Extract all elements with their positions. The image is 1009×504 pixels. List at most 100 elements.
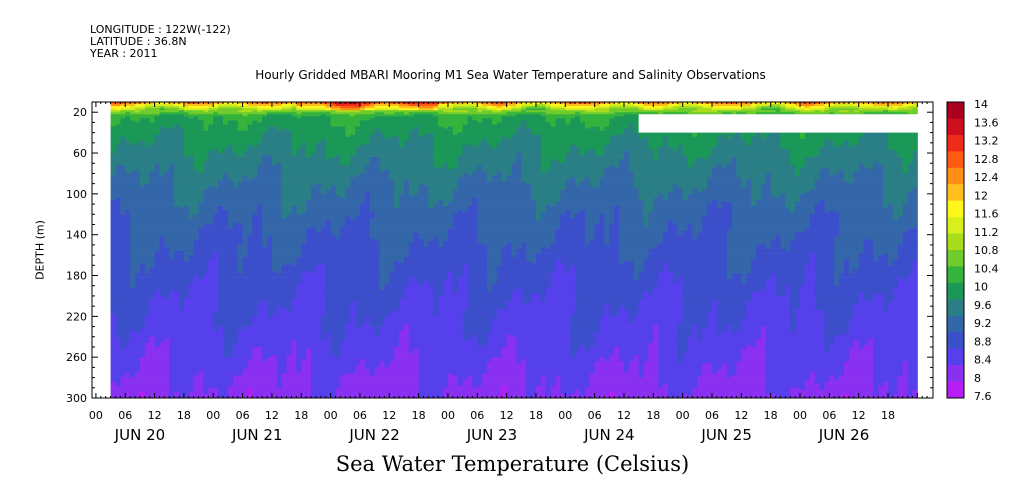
heatmap-cell	[228, 331, 233, 333]
heatmap-cell	[213, 147, 218, 149]
heatmap-cell	[174, 282, 179, 284]
heatmap-cell	[120, 153, 125, 155]
heatmap-cell	[140, 359, 145, 361]
heatmap-cell	[238, 355, 243, 357]
heatmap-cell	[267, 271, 272, 273]
heatmap-cell	[199, 292, 204, 294]
heatmap-cell	[160, 237, 165, 239]
heatmap-cell	[267, 216, 272, 218]
heatmap-cell	[179, 202, 184, 204]
heatmap-cell	[160, 133, 165, 135]
heatmap-cell	[252, 335, 257, 337]
heatmap-cell	[228, 394, 233, 396]
heatmap-cell	[169, 341, 174, 343]
heatmap-cell	[140, 320, 145, 322]
heatmap-cell	[204, 167, 209, 169]
heatmap-cell	[243, 212, 248, 214]
heatmap-cell	[174, 163, 179, 165]
heatmap-cell	[184, 188, 189, 190]
heatmap-cell	[155, 129, 160, 131]
heatmap-cell	[174, 369, 179, 371]
heatmap-cell	[218, 369, 223, 371]
heatmap-cell	[164, 192, 169, 194]
heatmap-cell	[262, 233, 267, 235]
heatmap-cell	[262, 182, 267, 184]
heatmap-cell	[223, 257, 228, 259]
heatmap-cell	[267, 257, 272, 259]
heatmap-cell	[169, 163, 174, 165]
heatmap-cell	[194, 157, 199, 159]
heatmap-cell	[125, 108, 130, 110]
heatmap-cell	[130, 271, 135, 273]
heatmap-cell	[248, 118, 253, 120]
heatmap-cell	[238, 198, 243, 200]
heatmap-cell	[160, 198, 165, 200]
heatmap-cell	[272, 271, 277, 273]
heatmap-cell	[174, 341, 179, 343]
heatmap-cell	[111, 247, 116, 249]
heatmap-cell	[248, 359, 253, 361]
heatmap-cell	[223, 133, 228, 135]
heatmap-cell	[135, 198, 140, 200]
heatmap-cell	[135, 292, 140, 294]
heatmap-cell	[248, 139, 253, 141]
heatmap-cell	[135, 202, 140, 204]
heatmap-cell	[179, 129, 184, 131]
heatmap-cell	[150, 133, 155, 135]
heatmap-cell	[184, 173, 189, 175]
heatmap-cell	[125, 355, 130, 357]
heatmap-cell	[248, 394, 253, 396]
heatmap-cell	[248, 173, 253, 175]
heatmap-cell	[204, 206, 209, 208]
heatmap-cell	[272, 216, 277, 218]
heatmap-cell	[125, 257, 130, 259]
heatmap-cell	[160, 271, 165, 273]
heatmap-cell	[164, 282, 169, 284]
heatmap-cell	[238, 202, 243, 204]
heatmap-cell	[238, 188, 243, 190]
heatmap-cell	[233, 133, 238, 135]
heatmap-cell	[169, 376, 174, 378]
heatmap-cell	[189, 261, 194, 263]
heatmap-cell	[169, 143, 174, 145]
heatmap-cell	[272, 359, 277, 361]
heatmap-cell	[155, 157, 160, 159]
heatmap-cell	[228, 292, 233, 294]
heatmap-cell	[125, 163, 130, 165]
heatmap-cell	[169, 133, 174, 135]
heatmap-cell	[111, 133, 116, 135]
heatmap-cell	[160, 359, 165, 361]
heatmap-cell	[130, 296, 135, 298]
heatmap-cell	[194, 271, 199, 273]
heatmap-cell	[204, 380, 209, 382]
heatmap-cell	[145, 341, 150, 343]
heatmap-cell	[272, 206, 277, 208]
heatmap-cell	[199, 257, 204, 259]
heatmap-cell	[252, 241, 257, 243]
heatmap-cell	[140, 306, 145, 308]
heatmap-cell	[164, 222, 169, 224]
heatmap-cell	[164, 122, 169, 124]
heatmap-cell	[262, 237, 267, 239]
heatmap-cell	[267, 320, 272, 322]
heatmap-cell	[208, 286, 213, 288]
heatmap-cell	[125, 233, 130, 235]
heatmap-cell	[135, 143, 140, 145]
heatmap-cell	[272, 153, 277, 155]
heatmap-cell	[238, 271, 243, 273]
heatmap-cell	[164, 143, 169, 145]
heatmap-cell	[252, 296, 257, 298]
heatmap-cell	[169, 359, 174, 361]
heatmap-cell	[257, 178, 262, 180]
heatmap-cell	[174, 331, 179, 333]
heatmap-cell	[243, 241, 248, 243]
heatmap-cell	[155, 147, 160, 149]
heatmap-cell	[174, 153, 179, 155]
heatmap-cell	[194, 394, 199, 396]
heatmap-cell	[228, 192, 233, 194]
heatmap-cell	[272, 316, 277, 318]
heatmap-cell	[125, 216, 130, 218]
heatmap-cell	[218, 188, 223, 190]
heatmap-cell	[208, 133, 213, 135]
heatmap-cell	[169, 276, 174, 278]
